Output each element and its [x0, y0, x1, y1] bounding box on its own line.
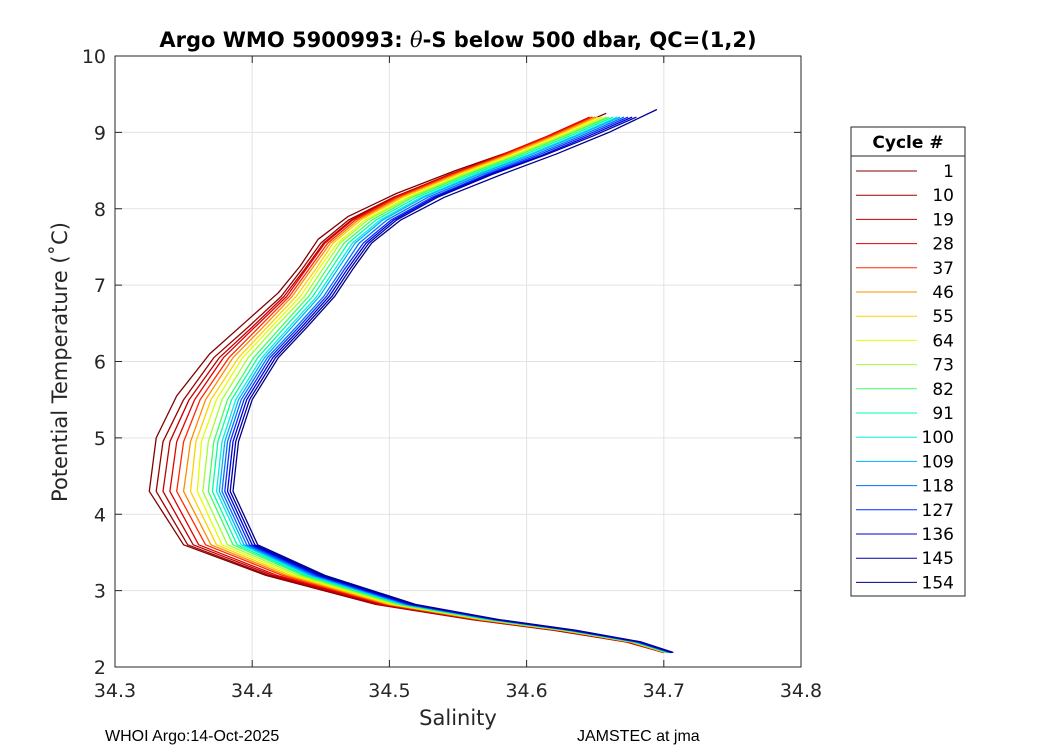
legend-label: 55	[932, 307, 954, 327]
x-axis-label: Salinity	[419, 706, 497, 730]
legend-label: 136	[922, 525, 954, 545]
footer-left: WHOI Argo:14-Oct-2025	[105, 728, 279, 745]
x-tick-label: 34.3	[94, 680, 136, 702]
title-suffix: -S below 500 dbar, QC=(1,2)	[423, 28, 757, 52]
profile-lines	[148, 108, 674, 654]
legend-label: 19	[932, 210, 954, 230]
x-tick-label: 34.5	[368, 680, 410, 702]
legend-label: 82	[932, 380, 954, 400]
y-tick-label: 5	[94, 428, 106, 450]
chart-title: Argo WMO 5900993: θ-S below 500 dbar, QC…	[159, 28, 756, 52]
x-tick-label: 34.6	[505, 680, 547, 702]
legend-label: 127	[922, 501, 954, 521]
legend-items: 1 10 19 28 37 46 55 64 73 82 91 100 109 118 127 136 145 1…	[856, 162, 954, 593]
x-tick-label: 34.4	[231, 680, 273, 702]
legend-label: 91	[932, 404, 954, 424]
legend-label: 1	[943, 162, 954, 182]
legend-label: 118	[922, 477, 954, 497]
y-axis-label: Potential Temperature (˚C)	[48, 222, 72, 502]
legend-label: 64	[932, 331, 954, 351]
legend: Cycle # 1 10 19 28 37 46 55 64 73 82 91 100 109 118 12…	[850, 126, 966, 597]
legend-box	[850, 126, 966, 597]
y-tick-label: 7	[94, 275, 106, 297]
legend-label: 154	[922, 573, 954, 593]
legend-label: 73	[932, 356, 954, 376]
y-tick-label: 9	[94, 122, 106, 144]
footer-right: JAMSTEC at jma	[577, 728, 700, 745]
y-tick-label: 4	[94, 504, 106, 526]
legend-label: 28	[932, 235, 954, 255]
title-theta-symbol: θ	[410, 28, 423, 52]
legend-label: 145	[922, 549, 954, 569]
y-tick-label: 10	[82, 46, 106, 68]
legend-label: 100	[922, 428, 954, 448]
y-tick-label: 8	[94, 199, 106, 221]
series-line-cycle-154	[232, 108, 674, 654]
y-tick-label: 6	[94, 352, 106, 374]
y-tick-label: 2	[94, 657, 106, 679]
legend-label: 46	[932, 283, 954, 303]
axis-ticks: 34.3 34.4 34.5 34.6 34.7 34.8 2 3 4 5 6 7 8 9 10	[82, 46, 822, 702]
legend-label: 10	[932, 186, 954, 206]
y-tick-label: 3	[94, 581, 106, 603]
legend-label: 109	[922, 452, 954, 472]
x-tick-label: 34.7	[643, 680, 685, 702]
legend-title: Cycle #	[872, 133, 943, 153]
x-tick-label: 34.8	[780, 680, 822, 702]
title-prefix: Argo WMO 5900993:	[159, 28, 410, 52]
legend-label: 37	[932, 259, 954, 279]
